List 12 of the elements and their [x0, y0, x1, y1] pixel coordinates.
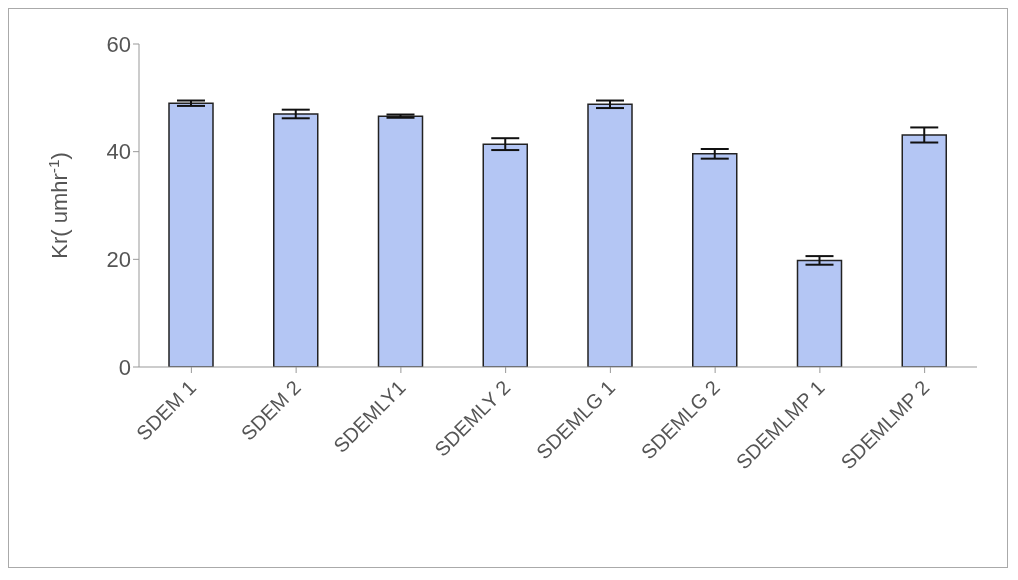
bar — [587, 103, 633, 367]
bar — [482, 143, 528, 367]
y-tick-label: 0 — [118, 354, 131, 380]
y-tick-label: 20 — [106, 247, 131, 273]
bar — [901, 134, 947, 367]
y-tick-label: 60 — [106, 31, 131, 57]
bar — [168, 102, 214, 367]
bar — [796, 259, 843, 367]
bar — [273, 113, 319, 367]
bar — [692, 153, 738, 367]
bar — [377, 115, 424, 367]
y-tick-label: 40 — [106, 139, 131, 165]
